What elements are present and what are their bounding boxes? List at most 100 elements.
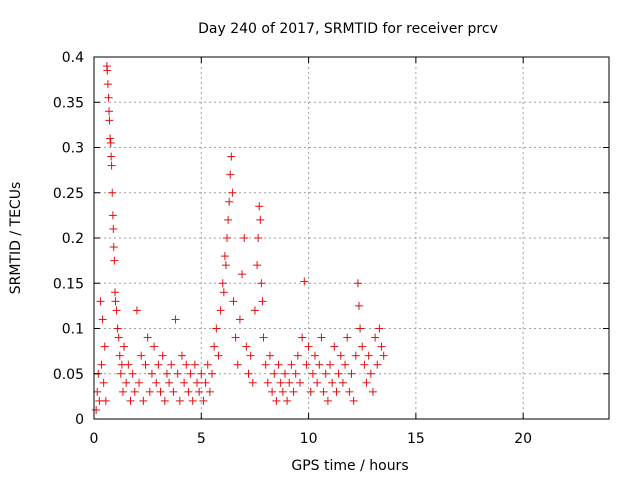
y-tick-label: 0.05 [53, 367, 84, 383]
data-point [180, 378, 189, 387]
data-point [199, 396, 208, 405]
chart-title: Day 240 of 2017, SRMTID for receiver prc… [198, 21, 498, 37]
data-point [313, 378, 322, 387]
data-point [167, 360, 176, 369]
data-point [107, 161, 116, 170]
data-point [182, 360, 191, 369]
data-point [256, 215, 265, 224]
data-point [165, 378, 174, 387]
data-point [105, 107, 114, 116]
data-point [109, 224, 118, 233]
data-point [366, 369, 375, 378]
data-point [219, 288, 228, 297]
data-point [97, 360, 106, 369]
data-point [96, 297, 105, 306]
data-point [99, 378, 108, 387]
data-point [210, 342, 219, 351]
data-point [257, 279, 266, 288]
data-point [139, 396, 148, 405]
data-point [130, 387, 139, 396]
data-point [250, 306, 259, 315]
data-point [274, 360, 283, 369]
data-point [332, 387, 341, 396]
data-point [246, 351, 255, 360]
data-point [111, 288, 120, 297]
data-point [107, 152, 116, 161]
data-point [141, 360, 150, 369]
data-point [278, 387, 287, 396]
data-point [156, 387, 165, 396]
data-point [113, 324, 122, 333]
data-point [98, 315, 107, 324]
data-point [158, 351, 167, 360]
data-point [195, 387, 204, 396]
data-point [143, 333, 152, 342]
data-point [92, 405, 101, 414]
data-point [145, 387, 154, 396]
data-point [296, 378, 304, 387]
data-point [253, 261, 262, 270]
data-point [265, 351, 274, 360]
data-point [244, 369, 253, 378]
data-point [326, 360, 335, 369]
data-point [235, 315, 244, 324]
data-point [248, 378, 257, 387]
data-point [124, 360, 133, 369]
data-point [116, 369, 125, 378]
data-point [255, 202, 264, 211]
data-point [147, 369, 156, 378]
data-point [258, 297, 267, 306]
data-point [283, 396, 292, 405]
data-point [137, 351, 146, 360]
data-point [224, 215, 233, 224]
data-point [221, 261, 230, 270]
data-point [364, 351, 373, 360]
data-point [371, 333, 380, 342]
data-point [100, 342, 109, 351]
data-point [106, 134, 115, 143]
x-tick-label: 20 [514, 431, 532, 447]
data-point [330, 342, 339, 351]
x-axis-label: GPS time / hours [291, 458, 408, 474]
data-point [231, 333, 240, 342]
data-point [135, 378, 144, 387]
data-point [205, 387, 214, 396]
y-axis-label: SRMTID / TECUs [8, 182, 24, 295]
data-point [225, 197, 234, 206]
data-point [111, 297, 120, 306]
axis-ticks: 0 0.05 0.1 0.15 0.2 0.25 0.3 0.35 0.4 0 5 10 15 20 [53, 50, 609, 447]
data-point [223, 234, 232, 242]
data-point [154, 360, 163, 369]
x-tick-label: 15 [407, 431, 425, 447]
data-point [103, 66, 112, 75]
data-point [112, 306, 121, 315]
data-point [358, 342, 367, 351]
y-tick-label: 0.1 [62, 322, 84, 338]
data-point [263, 378, 272, 387]
data-point [368, 387, 377, 396]
data-point [276, 378, 285, 387]
data-point [355, 301, 364, 310]
data-point [126, 396, 135, 405]
data-point [356, 324, 365, 333]
data-point [108, 211, 117, 220]
data-point [152, 378, 161, 387]
data-point [308, 369, 317, 378]
data-point [186, 369, 195, 378]
data-point [336, 351, 345, 360]
data-point [173, 369, 182, 378]
data-point [105, 116, 114, 125]
x-tick-label: 10 [300, 431, 318, 447]
data-point [323, 396, 332, 405]
data-point [289, 387, 298, 396]
data-point [377, 342, 386, 351]
data-point [254, 234, 263, 242]
data-point [197, 369, 206, 378]
data-point [285, 378, 294, 387]
data-point [287, 360, 296, 369]
y-tick-label: 0.15 [53, 276, 84, 292]
data-point [188, 396, 197, 405]
data-point [349, 396, 358, 405]
data-point [362, 378, 371, 387]
